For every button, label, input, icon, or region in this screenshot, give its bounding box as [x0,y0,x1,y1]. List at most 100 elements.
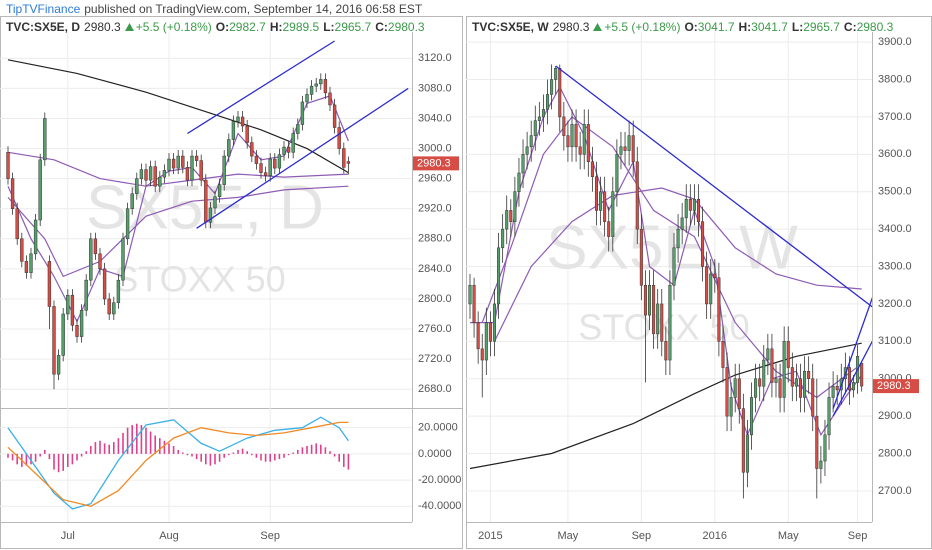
candle-body [635,161,639,230]
macd-histogram-bar [329,451,331,454]
candle-body [554,68,558,80]
candle-body [652,284,656,335]
legend-field-label: O: [684,20,698,34]
candle-body [517,172,521,192]
candle-body [525,146,529,155]
candle-body [521,154,525,174]
candle-body [89,238,93,281]
candle-body [66,294,70,315]
candle-body [664,341,668,361]
candle-body [709,273,713,305]
price-tag [873,379,919,394]
macd-histogram-bar [57,453,60,473]
macd-histogram-bar [324,447,327,454]
macd-histogram-bar [145,427,147,454]
macd-histogram-bar [113,442,115,454]
candle-body [282,146,286,155]
candle-body [737,378,741,409]
legend-field-value: 2965.7 [803,20,840,34]
y-tick-label: 3200.0 [878,298,912,310]
macd-histogram-bar [99,440,101,454]
macd-histogram-bar [159,438,161,454]
y-tick-label: 3300.0 [878,260,912,272]
legend-field-label: H: [269,20,283,34]
candle-body [204,179,208,223]
macd-histogram-bar [347,453,350,470]
candle-body [745,434,749,473]
candle-body [116,279,121,303]
legend-price: 2980.3 [552,20,590,34]
candle-body [831,385,835,398]
candle-body [668,284,672,361]
candle-body [112,302,116,315]
up-arrow [593,23,603,31]
legend: TVC:SX5E, D 2980.3 +5.5 (+0.18%) O:2982.7 H:… [6,20,429,34]
trendline [187,40,335,135]
legend-field-value: 2980.3 [387,20,425,34]
y-tick-label: 3080.0 [418,82,452,94]
candle-body [766,348,770,361]
moving-average [481,116,863,399]
candle-body [328,92,332,106]
y-tick-label: 2800.0 [418,293,452,305]
macd-histogram-bar [76,453,78,461]
candle-body [98,253,102,270]
macd-histogram-bar [103,443,106,454]
macd-histogram-bar [108,444,110,454]
candle-body [497,247,501,305]
candle-body [529,135,533,148]
candle-body [680,217,684,230]
author[interactable]: TipTVFinance [6,2,81,16]
legend-field-label: L: [791,20,804,34]
candle-body [778,378,782,398]
candle-body [121,238,125,281]
macd-histogram-bar [94,442,97,454]
legend-field-label: O: [215,20,230,34]
macd-histogram-bar [136,423,138,454]
macd-histogram-bar [237,449,239,454]
candle-body [639,228,643,286]
y-tick-label: 2720.0 [418,353,452,365]
candle-body [181,155,185,168]
candle-body [305,94,309,103]
candle-body [807,371,811,379]
macd-histogram-bar [131,425,133,454]
candle-body [607,221,611,237]
macd-histogram-bar [39,453,41,457]
candle-body [268,158,272,176]
trendline [832,340,872,417]
macd-histogram-bar [246,451,248,454]
candle-body [684,198,688,219]
candle-body [309,85,314,95]
macd-histogram-bar [214,453,216,465]
watermark: STOXX 50 [114,259,285,300]
candle-body [827,397,831,436]
macd-histogram-bar [85,451,87,454]
price-tag [413,156,459,171]
macd-histogram-bar [186,453,189,456]
candle-body [70,294,75,326]
macd-histogram-bar [163,440,166,454]
macd-histogram-bar [126,427,129,454]
candle-body [476,322,480,350]
moving-average [7,185,349,278]
candle-body [52,306,56,375]
candle-body [627,135,631,151]
moving-average [7,59,349,174]
y-tick-label: 2680.0 [418,383,452,395]
candle-body [725,367,729,417]
macd-histogram-bar [251,453,253,456]
y-tick-label: 3600.0 [878,148,912,160]
candle-body [472,284,476,323]
candle-body [56,355,61,375]
trendline [196,87,409,229]
candle-body [480,348,484,361]
candle-body [158,176,162,187]
candle-body [721,341,725,368]
candle-body [199,160,203,181]
y-tick-label: 3120.0 [418,52,452,64]
candle-body [250,142,254,157]
legend-change: +5.5 (+0.18%) [604,20,681,34]
